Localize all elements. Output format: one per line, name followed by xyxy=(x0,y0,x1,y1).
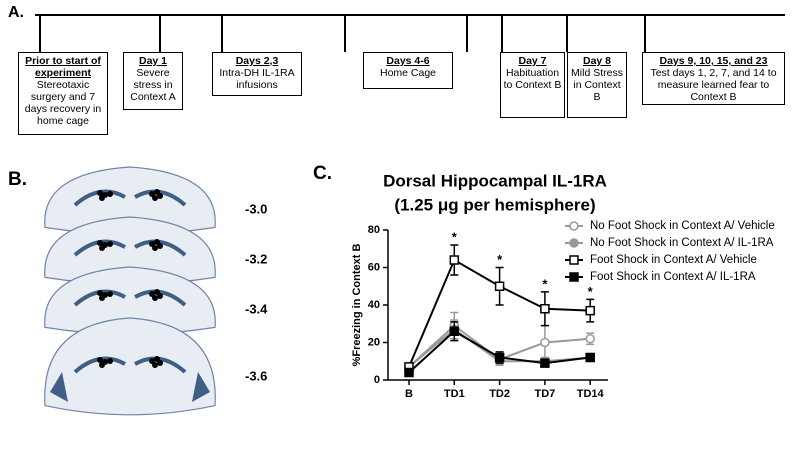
timeline-box: Days 9, 10, 15, and 23 Test days 1, 2, 7,… xyxy=(642,52,785,105)
data-point xyxy=(449,326,460,336)
timeline-box: Days 2,3 Intra-DH IL-1RA infusions xyxy=(212,52,302,96)
y-tick-label: 80 xyxy=(368,224,380,236)
data-point xyxy=(494,281,505,291)
x-tick-label: TD2 xyxy=(489,388,510,400)
chart-title: Dorsal Hippocampal IL-1RA xyxy=(383,171,607,190)
infusion-site xyxy=(97,357,103,363)
infusion-site xyxy=(97,290,103,296)
infusion-site xyxy=(97,240,103,246)
y-tick-label: 20 xyxy=(368,336,380,348)
timeline-box: Prior to start of experiment Stereotaxic … xyxy=(18,52,108,135)
infusion-site xyxy=(107,191,113,197)
infusion-site xyxy=(107,291,113,297)
infusion-site xyxy=(157,360,163,366)
significance-label: * xyxy=(588,284,594,299)
y-tick-label: 40 xyxy=(368,299,380,311)
data-point xyxy=(585,305,595,316)
infusion-site xyxy=(152,362,158,368)
step-text: Home Cage xyxy=(379,67,437,79)
infusion-site xyxy=(157,293,163,299)
section-label: -3.2 xyxy=(245,251,267,266)
legend-marker xyxy=(569,255,579,265)
infusion-site xyxy=(107,358,113,364)
data-point xyxy=(540,358,550,368)
infusion-site xyxy=(99,362,105,368)
step-text: Mild Stress in Context B xyxy=(571,67,623,103)
legend-marker xyxy=(569,221,579,231)
panel-label: B. xyxy=(8,169,27,190)
data-point xyxy=(449,255,460,265)
step-text: Stereotaxic surgery and 7 days recovery … xyxy=(24,79,102,127)
infusion-site xyxy=(152,295,158,301)
data-point xyxy=(585,334,595,344)
legend-label: Foot Shock in Context A/ Vehicle xyxy=(590,254,757,266)
x-tick-label: TD1 xyxy=(444,388,465,400)
brain-sections xyxy=(44,166,216,416)
infusion-site xyxy=(99,295,105,301)
data-point xyxy=(404,367,414,378)
step-text: Severe stress in Context A xyxy=(130,67,176,103)
legend-label: No Foot Shock in Context A/ IL-1RA xyxy=(590,237,774,249)
chart-subtitle: (1.25 μg per hemisphere) xyxy=(394,195,595,214)
y-axis-label: %Freezing in Context B xyxy=(351,244,363,367)
infusion-site xyxy=(97,190,103,196)
data-point xyxy=(494,352,505,363)
timeline xyxy=(35,14,785,52)
data-point xyxy=(585,352,595,363)
infusion-site xyxy=(152,245,158,251)
step-text: Intra-DH IL-1RA infusions xyxy=(219,67,295,91)
step-title: Days 9, 10, 15, and 23 xyxy=(659,55,768,67)
infusion-site xyxy=(152,195,158,201)
significance-label: * xyxy=(452,229,458,244)
brain-outline xyxy=(44,317,216,416)
infusion-site xyxy=(99,245,105,251)
timeline-box: Day 1 Severe stress in Context A xyxy=(123,52,183,110)
panel-label: C. xyxy=(313,163,332,184)
step-title: Days 4-6 xyxy=(386,55,430,67)
timeline-box: Days 4-6 Home Cage xyxy=(363,52,453,89)
x-tick-label: TD7 xyxy=(535,388,556,400)
brain-region xyxy=(50,372,210,402)
step-text: Habituation to Context B xyxy=(503,67,562,91)
section-label: -3.6 xyxy=(245,368,267,383)
section-label: -3.4 xyxy=(245,301,268,316)
infusion-site xyxy=(99,195,105,201)
step-title: Prior to start of experiment xyxy=(25,55,101,79)
legend-marker xyxy=(569,238,579,248)
panel-label: A. xyxy=(8,4,24,21)
data-point xyxy=(540,304,550,314)
y-tick-label: 60 xyxy=(368,261,380,273)
section-label: -3.0 xyxy=(245,201,267,216)
step-title: Days 2,3 xyxy=(235,55,279,67)
step-title: Day 7 xyxy=(518,55,547,67)
infusion-site xyxy=(107,241,113,247)
timeline-box: Day 8 Mild Stress in Context B xyxy=(567,52,627,118)
legend-label: No Foot Shock in Context A/ Vehicle xyxy=(590,220,775,232)
x-tick-label: B xyxy=(405,388,413,400)
step-title: Day 8 xyxy=(582,55,612,67)
step-title: Day 1 xyxy=(138,55,168,67)
legend-label: Foot Shock in Context A/ IL-1RA xyxy=(590,271,756,283)
y-tick-label: 0 xyxy=(374,374,380,386)
significance-label: * xyxy=(497,252,503,267)
x-tick-label: TD14 xyxy=(577,388,605,400)
infusion-site xyxy=(157,193,163,199)
legend-marker xyxy=(569,272,579,282)
step-text: Test days 1, 2, 7, and 14 to measure lea… xyxy=(650,67,777,103)
data-point xyxy=(540,337,550,348)
significance-label: * xyxy=(542,276,548,291)
timeline-box: Day 7 Habituation to Context B xyxy=(500,52,565,118)
infusion-site xyxy=(157,243,163,249)
